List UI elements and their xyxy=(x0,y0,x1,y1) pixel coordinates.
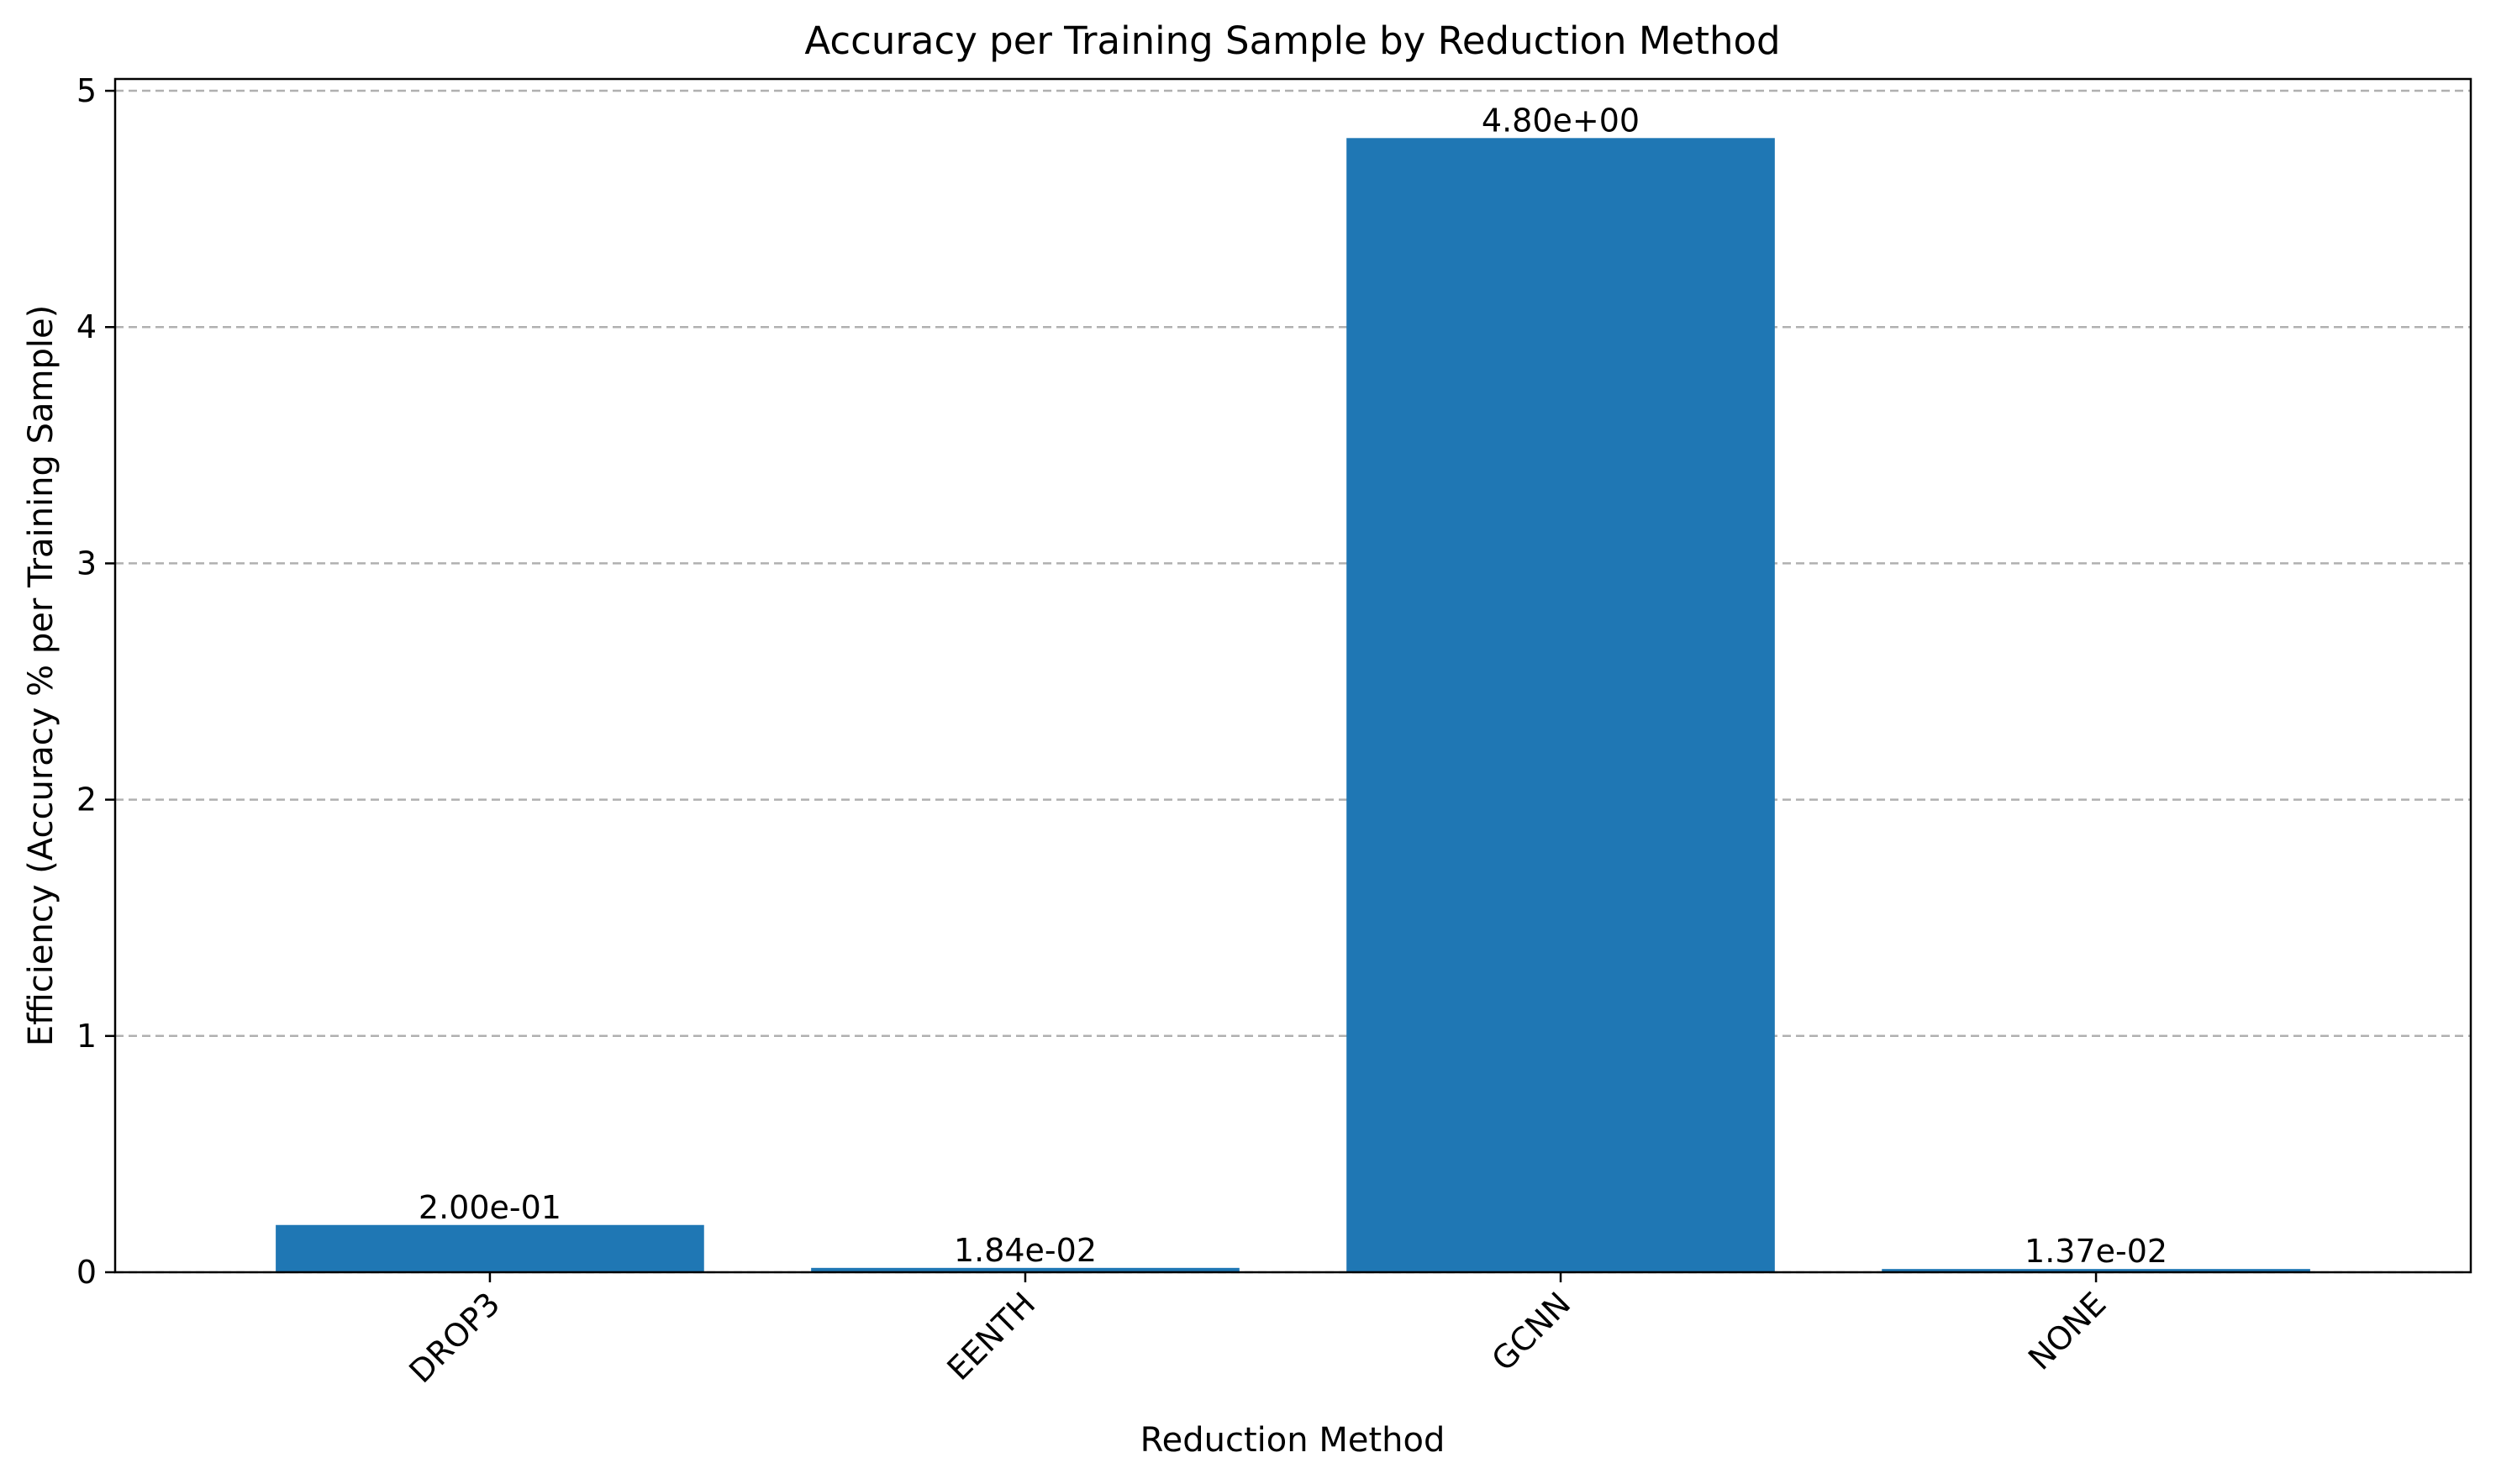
y-axis: 0 1 2 3 4 5 xyxy=(76,72,115,1291)
data-label-none: 1.37e-02 xyxy=(2025,1233,2167,1270)
chart-title: Accuracy per Training Sample by Reductio… xyxy=(804,18,1780,63)
plot-frame xyxy=(113,77,2472,1274)
y-axis-label: Efficiency (Accuracy % per Training Samp… xyxy=(22,305,61,1046)
y-tick-label: 5 xyxy=(76,72,97,109)
data-label-gcnn: 4.80e+00 xyxy=(1482,102,1640,139)
y-tick-label: 1 xyxy=(76,1018,97,1055)
bar-gcnn xyxy=(1346,138,1775,1273)
y-tick-label: 2 xyxy=(76,781,97,818)
y-tick-label: 4 xyxy=(76,308,97,345)
y-tick-label: 3 xyxy=(76,545,97,581)
y-tick-label: 0 xyxy=(76,1254,97,1291)
bars-layer xyxy=(276,138,2310,1273)
data-label-eenth: 1.84e-02 xyxy=(954,1232,1097,1269)
bar-none xyxy=(1882,1269,2310,1272)
bar-eenth xyxy=(811,1267,1240,1272)
data-labels-layer: 2.00e-01 1.84e-02 4.80e+00 1.37e-02 xyxy=(419,102,2167,1270)
x-axis-label: Reduction Method xyxy=(1140,1421,1445,1460)
data-label-drop3: 2.00e-01 xyxy=(419,1189,561,1226)
bar-drop3 xyxy=(276,1224,704,1272)
